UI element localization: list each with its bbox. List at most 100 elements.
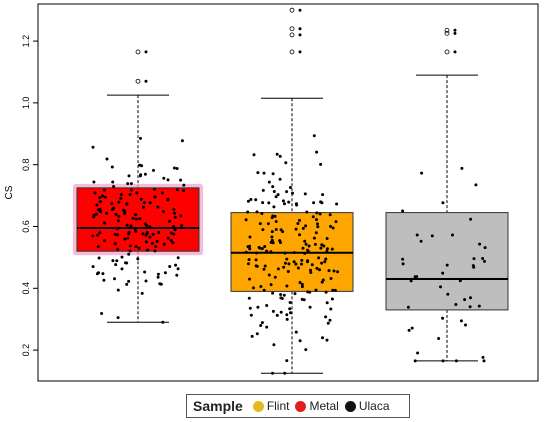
jitter-point-flint — [134, 213, 137, 217]
jitter-point-metal — [269, 283, 273, 287]
jitter-point-metal — [319, 162, 323, 166]
jitter-point-flint — [162, 176, 166, 180]
jitter-point-flint — [142, 205, 145, 209]
jitter-point-metal — [272, 343, 276, 347]
jitter-point-flint — [156, 205, 160, 209]
jitter-point-ulaca — [401, 262, 405, 266]
jitter-point-metal — [292, 260, 296, 264]
jitter-point-metal — [286, 270, 290, 273]
jitter-point-metal — [279, 310, 283, 314]
jitter-point-metal — [247, 262, 250, 266]
jitter-point-flint — [166, 198, 170, 202]
jitter-point-metal — [287, 262, 291, 266]
jitter-point-flint — [125, 223, 129, 227]
jitter-point-metal — [311, 215, 315, 219]
jitter-point-flint — [127, 279, 131, 283]
jitter-point-flint — [179, 214, 183, 218]
outlier-flint — [135, 78, 141, 84]
jitter-point-ulaca — [415, 233, 419, 237]
jitter-point-metal — [257, 246, 261, 249]
jitter-point-ulaca — [460, 166, 464, 170]
jitter-point-metal — [326, 321, 330, 325]
jitter-point-metal — [315, 150, 319, 154]
jitter-point-flint — [127, 230, 131, 234]
jitter-point-metal — [279, 293, 283, 296]
jitter-point-flint — [158, 282, 162, 286]
jitter-point-metal — [270, 230, 274, 234]
jitter-point-ulaca — [420, 171, 424, 175]
jitter-point-flint — [138, 217, 142, 221]
jitter-point-metal — [303, 251, 307, 255]
jitter-point-flint — [99, 210, 102, 214]
legend-item-metal: Metal — [295, 399, 339, 413]
jitter-point-ulaca — [483, 259, 486, 263]
jitter-point-flint — [145, 230, 149, 234]
jitter-point-flint — [148, 201, 152, 205]
jitter-point-flint — [179, 178, 183, 182]
jitter-point-ulaca — [410, 326, 414, 330]
jitter-point-flint — [143, 270, 147, 274]
jitter-point-metal — [329, 307, 333, 311]
jitter-point-ulaca — [482, 359, 486, 363]
jitter-point-metal — [274, 220, 278, 223]
jitter-point-metal — [258, 222, 262, 226]
box-plot: CS 0.2 0.4 0.6 0.8 1.0 1.2 — [4, 3, 539, 382]
jitter-point-flint — [144, 50, 148, 54]
jitter-point-flint — [182, 183, 186, 187]
jitter-point-metal — [278, 177, 282, 181]
box-flint — [76, 187, 200, 252]
jitter-point-metal — [247, 258, 251, 262]
jitter-point-metal — [303, 239, 307, 243]
jitter-point-metal — [246, 210, 250, 214]
jitter-point-metal — [255, 210, 259, 214]
jitter-point-flint — [176, 267, 180, 271]
jitter-point-ulaca — [453, 31, 457, 35]
jitter-point-ulaca — [401, 257, 405, 261]
outlier-metal — [289, 49, 295, 55]
jitter-point-flint — [128, 249, 132, 253]
jitter-point-metal — [320, 243, 324, 247]
jitter-point-flint — [182, 189, 186, 193]
jitter-point-metal — [250, 334, 254, 338]
jitter-point-flint — [119, 193, 123, 196]
jitter-point-metal — [298, 33, 302, 37]
jitter-point-metal — [265, 249, 269, 253]
jitter-point-flint — [111, 259, 115, 263]
jitter-point-flint — [166, 178, 170, 182]
jitter-point-metal — [289, 311, 292, 315]
jitter-point-flint — [92, 215, 96, 219]
jitter-point-flint — [180, 139, 184, 143]
jitter-point-metal — [244, 218, 248, 222]
jitter-point-metal — [287, 200, 291, 204]
jitter-point-metal — [279, 228, 283, 232]
jitter-point-metal — [267, 201, 271, 205]
jitter-point-flint — [172, 232, 176, 236]
legend-swatch-flint — [252, 400, 264, 412]
jitter-point-metal — [300, 258, 304, 262]
jitter-point-flint — [156, 275, 160, 279]
jitter-point-flint — [128, 244, 132, 248]
jitter-point-flint — [135, 191, 139, 195]
jitter-point-flint — [144, 240, 148, 244]
jitter-point-metal — [266, 222, 270, 226]
jitter-point-flint — [100, 312, 104, 315]
jitter-point-metal — [271, 241, 275, 245]
jitter-point-metal — [313, 242, 317, 246]
outlier-metal — [289, 26, 295, 32]
y-tick-label: 1.0 — [21, 97, 31, 110]
jitter-point-flint — [166, 236, 170, 240]
jitter-point-metal — [301, 246, 305, 250]
jitter-point-metal — [329, 224, 332, 228]
jitter-point-ulaca — [419, 239, 423, 243]
jitter-point-flint — [91, 265, 95, 269]
jitter-point-flint — [173, 215, 177, 219]
jitter-point-metal — [281, 199, 285, 203]
jitter-point-flint — [134, 230, 138, 233]
jitter-point-ulaca — [451, 233, 454, 237]
jitter-point-flint — [103, 188, 106, 192]
jitter-point-metal — [304, 224, 308, 228]
jitter-point-metal — [325, 247, 329, 251]
jitter-point-ulaca — [454, 359, 458, 363]
jitter-point-flint — [153, 249, 157, 253]
jitter-point-flint — [144, 279, 148, 283]
